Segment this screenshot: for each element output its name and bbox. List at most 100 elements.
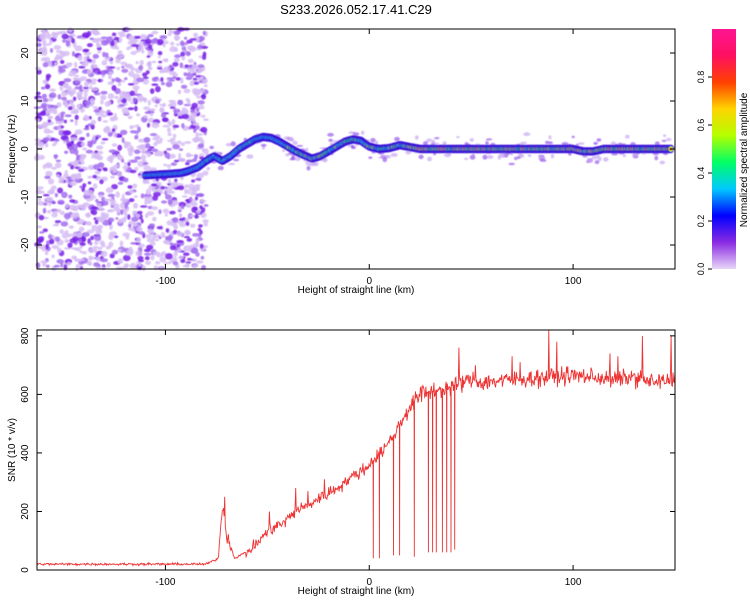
spectrogram-noise-point: [60, 221, 69, 227]
spectrogram-noise-point: [97, 79, 102, 83]
spectrogram-noise-point: [182, 113, 190, 120]
spectrogram-noise-point: [43, 193, 50, 197]
spectrogram-noise-point: [35, 244, 44, 249]
spectrogram-noise-point: [65, 62, 72, 68]
spectrogram-noise-point: [197, 89, 206, 93]
spectrogram-noise-point: [140, 205, 148, 208]
spectrogram-noise-point: [190, 201, 198, 207]
spectrogram-noise-point: [70, 212, 78, 219]
spectrogram-noise-point: [142, 181, 151, 184]
spectrogram-noise-point: [177, 209, 182, 213]
spectrogram-noise-point: [202, 170, 209, 176]
spectrogram-noise-point: [85, 198, 92, 202]
spectrogram-noise-point: [143, 137, 151, 143]
spectrogram-halo-point: [666, 137, 672, 142]
snr-ytick-label: 200: [20, 503, 31, 520]
spectrogram-noise-point: [111, 143, 118, 147]
spectrogram-halo-point: [394, 136, 400, 142]
spectrogram-noise-point: [105, 52, 109, 58]
spectrogram-noise-point: [125, 235, 130, 240]
spectrogram-noise-point: [172, 229, 178, 235]
spectrogram-noise-point: [49, 88, 56, 92]
spectrogram-noise-point: [185, 72, 192, 77]
spectrogram-noise-point: [105, 187, 114, 194]
spectrogram-noise-point: [145, 260, 151, 265]
spectrogram-noise-point: [74, 129, 83, 135]
spectrogram-noise-point: [43, 56, 51, 63]
spectrogram-noise-point: [38, 214, 45, 221]
spectrogram-noise-point: [180, 204, 184, 208]
spectrogram-noise-point: [134, 105, 138, 112]
spectrogram-noise-point: [91, 64, 97, 69]
spectrogram-noise-point: [66, 261, 72, 266]
spectrogram-noise-point: [117, 31, 126, 35]
spectrogram-halo-point: [246, 154, 254, 159]
spectrogram-noise-point: [61, 96, 67, 101]
spectrogram-noise-point: [156, 226, 163, 230]
spectrogram-noise-point: [136, 77, 145, 83]
spectrogram-noise-point: [197, 44, 203, 49]
spectrogram-noise-point: [93, 108, 101, 113]
spectrogram-noise-point: [44, 122, 52, 126]
spectrogram-noise-point: [52, 224, 59, 227]
spectrogram-noise-point: [63, 119, 67, 124]
spectrogram-noise-point: [194, 214, 199, 219]
spectrogram-noise-point: [195, 196, 198, 201]
spectrogram-noise-point: [57, 199, 65, 205]
spectrogram-noise-point: [90, 28, 99, 35]
spectrogram-noise-point: [193, 32, 199, 37]
spectrogram-noise-point: [86, 261, 92, 266]
spectrogram-noise-point: [178, 255, 184, 260]
spectrogram-noise-point: [132, 183, 138, 189]
spectrogram-noise-point: [111, 184, 118, 190]
spectrogram-noise-point: [64, 150, 69, 154]
spectrogram-noise-point: [172, 61, 179, 67]
spectrogram-noise-point: [119, 54, 125, 58]
spectrogram-halo-point: [352, 132, 360, 136]
spectrogram-noise-point: [76, 232, 83, 238]
spectrogram-noise-point: [92, 134, 96, 141]
spectrogram-noise-point: [193, 128, 197, 133]
spectrogram-halo-point: [561, 142, 569, 146]
spectrogram-noise-point: [110, 202, 117, 206]
spectrogram-noise-point: [191, 69, 196, 74]
spectrogram-noise-point: [166, 220, 174, 226]
spectrogram-noise-point: [45, 110, 49, 115]
spectrogram-halo-point: [327, 132, 334, 137]
spectrogram-noise-point: [94, 235, 102, 242]
spectrogram-noise-point: [43, 43, 52, 46]
spectrogram-noise-point: [170, 181, 179, 188]
spectrogram-halo-point: [217, 165, 224, 171]
spectrogram-halo-point: [591, 155, 598, 160]
spectrogram-noise-point: [44, 162, 53, 169]
spectrogram-halo-point: [443, 153, 451, 158]
spectrogram-ylabel: Frequency (Hz): [7, 115, 18, 184]
spectrogram-noise-point: [54, 162, 62, 169]
spectrogram-noise-point: [110, 116, 119, 121]
spectrogram-halo-point: [469, 154, 476, 160]
spectrogram-noise-point: [120, 209, 124, 215]
spectrogram-noise-point: [83, 56, 88, 63]
spectrogram-noise-point: [87, 248, 96, 253]
spectrogram-noise-point: [86, 190, 94, 196]
spectrogram-noise-point: [48, 234, 53, 240]
spectrogram-halo-point: [548, 135, 552, 140]
spectrogram-halo-point: [469, 138, 474, 142]
spectrogram-noise-point: [74, 80, 81, 85]
spectrogram-noise-point: [93, 153, 101, 160]
spectrogram-noise-point: [144, 38, 152, 45]
spectrogram-noise-point: [202, 148, 209, 155]
spectrogram-halo-point: [482, 154, 488, 160]
spectrogram-halo-point: [485, 138, 493, 141]
spectrogram-noise-point: [197, 227, 202, 232]
spectrogram-noise-point: [134, 213, 141, 218]
spectrogram-noise-point: [185, 204, 192, 208]
spectrogram-noise-point: [54, 236, 61, 242]
spectrogram-noise-point: [82, 147, 88, 151]
spectrogram-noise-point: [68, 73, 76, 77]
spectrogram-noise-point: [43, 202, 48, 206]
spectrogram-halo-point: [289, 136, 294, 142]
spectrogram-noise-point: [188, 196, 193, 203]
spectrogram-noise-point: [74, 61, 78, 68]
